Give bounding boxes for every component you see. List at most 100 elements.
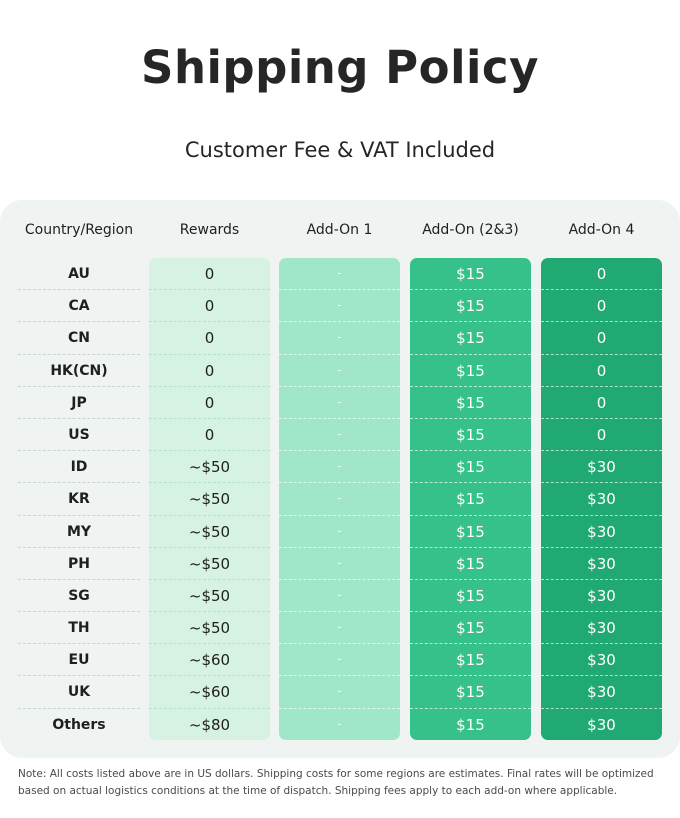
header-country-region: Country/Region <box>24 222 134 238</box>
region-cell: UK <box>67 684 91 701</box>
addon1-cell: - <box>337 523 342 539</box>
rewards-cell: ~$50 <box>188 554 231 573</box>
region-cell: MY <box>66 523 92 540</box>
rewards-cell: ~$50 <box>188 458 231 477</box>
addon4-cell: $30 <box>587 458 616 477</box>
addon4-cell: 0 <box>596 361 607 380</box>
row-divider <box>149 611 270 613</box>
region-cell: TH <box>68 620 90 637</box>
region-cell: HK(CN) <box>50 362 108 379</box>
row-divider <box>279 385 400 387</box>
addon23-cell: $15 <box>456 490 485 509</box>
rewards-cell: ~$80 <box>188 715 231 734</box>
header-addon-1: Add-On 1 <box>306 222 373 238</box>
row-divider <box>410 385 531 387</box>
table-row: HK(CN) 0 - $15 0 <box>0 355 680 387</box>
row-divider <box>279 482 400 484</box>
header-addon-4: Add-On 4 <box>568 222 635 238</box>
row-divider <box>541 417 662 419</box>
row-divider <box>541 514 662 516</box>
row-divider <box>279 675 400 677</box>
addon23-cell: $15 <box>456 393 485 412</box>
addon23-cell: $15 <box>456 265 485 283</box>
rewards-cell: 0 <box>204 297 215 316</box>
table-row: CN 0 - $15 0 <box>0 322 680 355</box>
row-divider <box>541 611 662 613</box>
row-divider <box>279 450 400 452</box>
row-divider <box>149 385 270 387</box>
table-row: UK ~$60 - $15 $30 <box>0 676 680 709</box>
addon1-cell: - <box>337 587 342 603</box>
row-divider <box>279 611 400 613</box>
rewards-cell: 0 <box>204 329 215 348</box>
row-divider <box>541 289 662 291</box>
addon1-cell: - <box>337 652 342 668</box>
addon1-cell: - <box>337 620 342 636</box>
addon4-cell: $30 <box>587 619 616 638</box>
row-divider <box>18 514 140 516</box>
rewards-cell: ~$50 <box>188 586 231 605</box>
region-cell: PH <box>68 555 90 572</box>
row-divider <box>149 514 270 516</box>
addon1-cell: - <box>337 298 342 314</box>
row-divider <box>541 385 662 387</box>
row-divider <box>279 546 400 548</box>
row-divider <box>410 643 531 645</box>
row-divider <box>149 643 270 645</box>
row-divider <box>149 578 270 580</box>
row-divider <box>410 514 531 516</box>
row-divider <box>410 578 531 580</box>
addon23-cell: $15 <box>456 361 485 380</box>
row-divider <box>279 289 400 291</box>
addon1-cell: - <box>337 330 342 346</box>
row-divider <box>410 289 531 291</box>
addon4-cell: 0 <box>596 329 607 348</box>
row-divider <box>18 321 140 323</box>
row-divider <box>410 417 531 419</box>
rewards-cell: ~$60 <box>188 651 231 670</box>
region-cell: CA <box>68 298 90 315</box>
row-divider <box>18 675 140 677</box>
addon23-cell: $15 <box>456 425 485 444</box>
rewards-cell: 0 <box>204 393 215 412</box>
region-cell: EU <box>68 652 90 669</box>
row-divider <box>410 482 531 484</box>
addon4-cell: 0 <box>596 393 607 412</box>
row-divider <box>18 417 140 419</box>
row-divider <box>410 321 531 323</box>
row-divider <box>541 450 662 452</box>
region-cell: CN <box>68 330 90 347</box>
table-row: US 0 - $15 0 <box>0 419 680 452</box>
row-divider <box>410 675 531 677</box>
table-row: ID ~$50 - $15 $30 <box>0 451 680 484</box>
row-divider <box>149 707 270 709</box>
rewards-column-background <box>149 258 270 740</box>
row-divider <box>149 450 270 452</box>
row-divider <box>18 450 140 452</box>
addon1-cell: - <box>337 684 342 700</box>
row-divider <box>18 385 140 387</box>
table-row: JP 0 - $15 0 <box>0 387 680 419</box>
region-cell: SG <box>68 587 90 604</box>
header-rewards: Rewards <box>179 222 240 238</box>
row-divider <box>541 578 662 580</box>
addon23-column-background <box>410 258 531 740</box>
row-divider <box>149 546 270 548</box>
addon1-cell: - <box>337 716 342 732</box>
row-divider <box>149 675 270 677</box>
row-divider <box>18 578 140 580</box>
row-divider <box>149 353 270 355</box>
addon4-cell: $30 <box>587 683 616 702</box>
table-row: MY ~$50 - $15 $30 <box>0 516 680 548</box>
addon1-column-background <box>279 258 400 740</box>
rewards-cell: 0 <box>204 425 215 444</box>
addon1-cell: - <box>337 491 342 507</box>
row-divider <box>18 546 140 548</box>
row-divider <box>149 417 270 419</box>
row-divider <box>541 643 662 645</box>
addon1-cell: - <box>337 266 342 281</box>
row-divider <box>541 321 662 323</box>
table-row: SG ~$50 - $15 $30 <box>0 580 680 613</box>
row-divider <box>410 546 531 548</box>
row-divider <box>541 482 662 484</box>
